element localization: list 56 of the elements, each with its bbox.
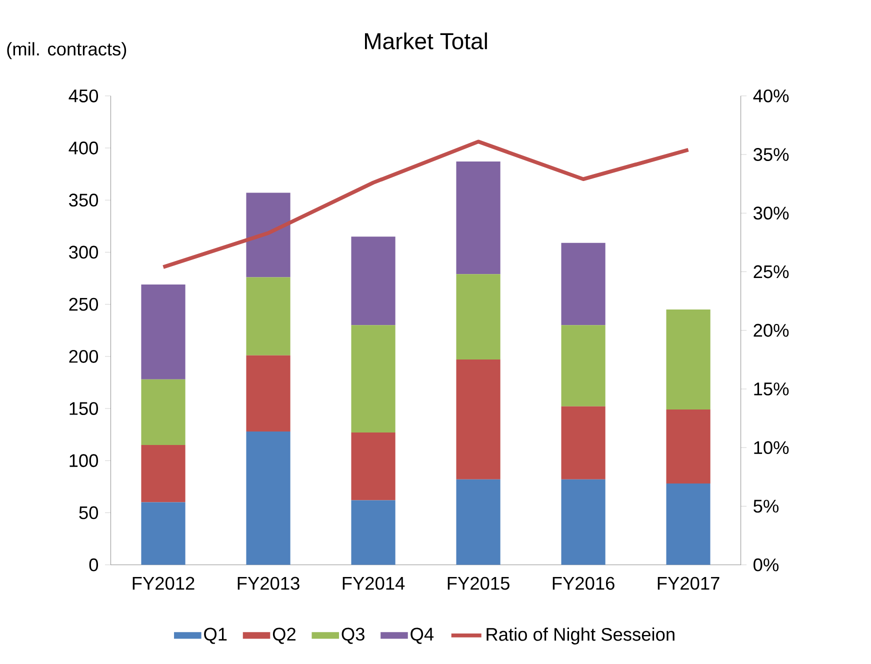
bar — [246, 432, 290, 566]
y-tick-label: 450 — [68, 90, 98, 103]
legend-label: Q3 — [342, 628, 364, 644]
y2-tick-label: 25% — [754, 265, 789, 278]
bar — [351, 325, 396, 433]
y-tick-label: 50 — [79, 506, 98, 520]
x-tick-label: FY2013 — [238, 577, 300, 590]
bar — [246, 192, 290, 278]
bar — [351, 500, 396, 566]
legend-label: Q4 — [410, 628, 434, 644]
legend-label: Ratio of Night Sesseion — [486, 628, 674, 645]
y-tick-label: 300 — [69, 246, 98, 259]
bar — [351, 432, 396, 500]
bar — [141, 380, 186, 446]
bar — [561, 243, 606, 326]
y2-tick-label: 30% — [754, 206, 789, 220]
y2-tick-label: 10% — [754, 441, 789, 454]
bar — [141, 445, 186, 502]
bar — [246, 356, 290, 432]
bar — [456, 360, 500, 480]
legend-label: Q2 — [272, 628, 296, 644]
bar — [141, 502, 186, 566]
x-tick-label: FY2014 — [342, 577, 405, 590]
y2-tick-label: 5% — [754, 500, 779, 513]
x-tick-label: FY2016 — [552, 577, 614, 590]
bar — [351, 236, 396, 326]
legend-label: Q1 — [204, 628, 227, 644]
y-tick-label: 250 — [69, 298, 98, 311]
bar — [666, 310, 710, 410]
y-tick-label: 350 — [69, 194, 98, 207]
y2-tick-label: 40% — [753, 90, 789, 103]
y-tick-label: 100 — [70, 454, 98, 468]
y-tick-label: 0 — [89, 558, 98, 572]
y-tick-label: 150 — [70, 402, 98, 416]
bar — [666, 484, 710, 566]
y2-tick-label: 0% — [754, 558, 779, 572]
y2-tick-label: 20% — [754, 324, 789, 338]
y2-tick-label: 35% — [754, 148, 789, 162]
x-tick-label: FY2015 — [448, 577, 510, 590]
bar — [456, 274, 500, 360]
y-tick-label: 200 — [69, 350, 98, 364]
x-tick-label: FY2012 — [132, 577, 194, 590]
bar — [561, 480, 606, 566]
y-axis-title: (mil. contracts) — [7, 42, 126, 60]
y2-tick-label: 15% — [754, 382, 789, 396]
x-tick-label: FY2017 — [658, 577, 720, 590]
bar — [561, 325, 606, 407]
bar — [561, 406, 606, 480]
bar — [456, 162, 500, 274]
line-series — [161, 140, 690, 270]
bar — [141, 284, 186, 380]
chart-title: Market Total — [365, 32, 487, 50]
y-tick-label: 400 — [68, 142, 98, 155]
bar — [456, 480, 500, 566]
bar — [246, 277, 290, 356]
bar — [666, 410, 710, 484]
